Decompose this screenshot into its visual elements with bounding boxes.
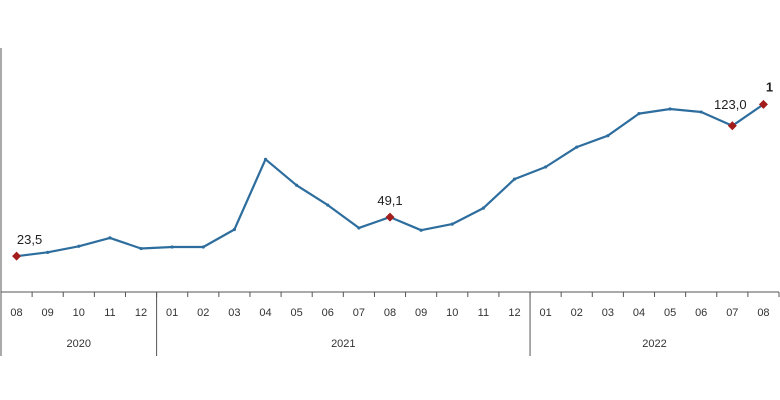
year-label: 2022 — [642, 338, 666, 350]
data-point — [139, 246, 143, 251]
data-point — [263, 157, 268, 161]
x-tick-label: 06 — [322, 307, 334, 319]
x-tick-label: 01 — [539, 307, 551, 319]
highlight-marker — [727, 121, 737, 131]
year-label: 2021 — [331, 338, 355, 350]
data-point — [575, 145, 579, 149]
x-tick-label: 12 — [508, 307, 520, 319]
x-tick-label: 05 — [664, 307, 676, 319]
data-point — [512, 177, 517, 181]
data-point — [606, 134, 610, 138]
data-point — [170, 245, 174, 249]
x-tick-label: 08 — [757, 307, 769, 319]
year-labels: 2020 2021 2022 — [67, 338, 667, 350]
data-label: 1 — [766, 79, 773, 94]
x-tick-label: 09 — [415, 307, 427, 319]
data-point — [326, 203, 330, 207]
series-line — [15, 103, 765, 258]
data-label: 123,0 — [714, 97, 747, 112]
data-point — [46, 250, 50, 254]
data-point — [637, 111, 641, 116]
x-tick-label: 02 — [571, 307, 583, 319]
x-tick-label: 09 — [42, 307, 54, 319]
data-point — [77, 244, 81, 248]
data-point — [668, 107, 672, 111]
data-point — [357, 226, 361, 230]
x-axis-ticks: 08 09 10 11 12 01 02 03 04 05 06 07 08 09 10 11 12 01 02 03… — [0, 292, 780, 319]
x-tick-label: 02 — [197, 307, 209, 319]
data-label: 23,5 — [17, 232, 42, 247]
x-tick-label: 07 — [726, 307, 738, 319]
data-point — [108, 236, 112, 240]
data-point — [232, 227, 236, 232]
x-tick-label: 08 — [10, 307, 22, 319]
data-point — [295, 183, 299, 187]
x-tick-label: 10 — [73, 307, 85, 319]
data-points — [12, 99, 768, 261]
data-point — [450, 222, 454, 226]
data-point — [201, 245, 205, 249]
x-tick-label: 11 — [104, 307, 115, 319]
data-point — [419, 228, 423, 232]
highlight-marker — [385, 212, 395, 222]
highlight-marker — [12, 251, 22, 261]
x-tick-label: 04 — [259, 307, 271, 319]
x-tick-label: 06 — [695, 307, 707, 319]
x-tick-label: 03 — [602, 307, 614, 319]
x-tick-label: 01 — [166, 307, 178, 319]
data-label: 49,1 — [377, 193, 402, 208]
x-tick-label: 04 — [633, 307, 645, 319]
data-point — [544, 165, 548, 169]
data-point — [481, 206, 485, 210]
data-labels: 23,5 49,1 123,0 1 — [17, 79, 773, 247]
x-tick-label: 05 — [291, 307, 303, 319]
x-tick-label: 03 — [228, 307, 240, 319]
year-separators — [156, 292, 531, 356]
x-tick-label: 08 — [384, 307, 396, 319]
x-tick-label: 12 — [135, 307, 147, 319]
year-label: 2020 — [67, 338, 91, 350]
x-tick-label: 07 — [353, 307, 365, 319]
x-tick-label: 11 — [478, 307, 489, 319]
data-point — [699, 110, 703, 114]
x-tick-label: 10 — [446, 307, 458, 319]
highlight-marker — [758, 99, 768, 109]
